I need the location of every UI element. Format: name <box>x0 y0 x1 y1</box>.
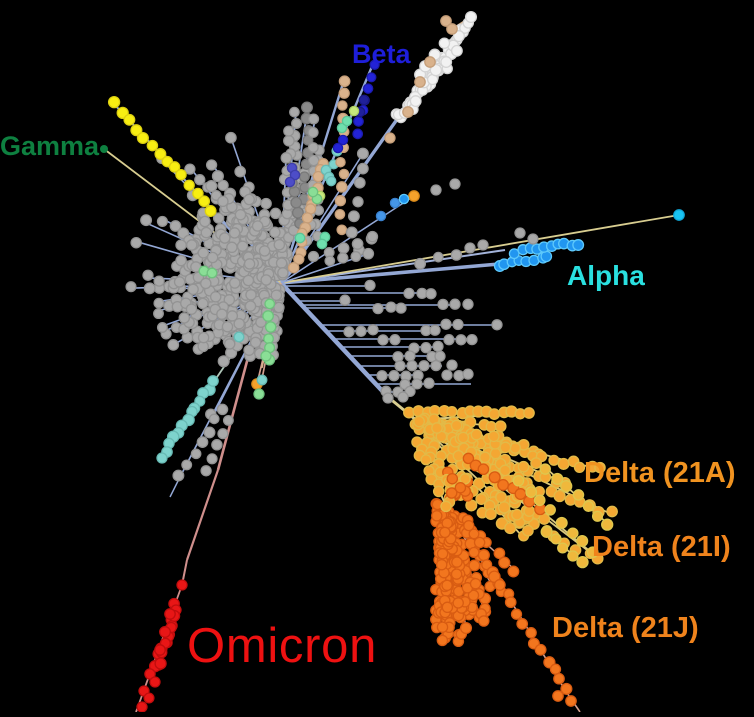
svg-text:Delta (21A): Delta (21A) <box>584 457 736 489</box>
svg-text:Omicron: Omicron <box>187 619 377 673</box>
svg-text:Delta (21J): Delta (21J) <box>552 612 699 644</box>
svg-text:Delta (21I): Delta (21I) <box>592 531 731 563</box>
svg-text:Gamma: Gamma <box>0 131 100 161</box>
svg-text:Alpha: Alpha <box>567 260 645 291</box>
svg-text:Beta: Beta <box>352 39 412 69</box>
